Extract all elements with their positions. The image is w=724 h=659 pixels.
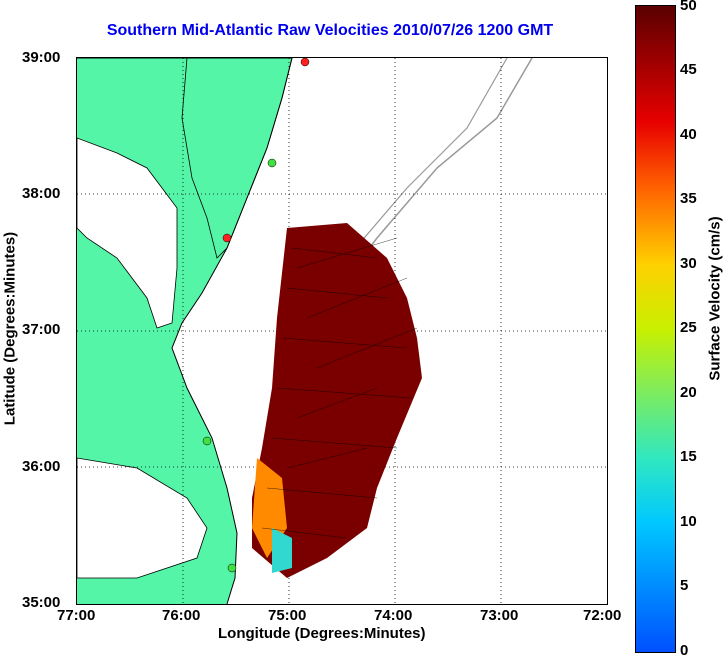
colorbar-tick: 35	[680, 190, 697, 207]
x-axis-label: Longitude (Degrees:Minutes)	[218, 625, 426, 642]
map-plot-area	[76, 57, 608, 605]
colorbar-label: Surface Velocity (cm/s)	[706, 216, 724, 381]
x-tick-label: 75:00	[268, 607, 307, 624]
colorbar-tick: 10	[680, 513, 697, 530]
colorbar-tick: 5	[680, 577, 689, 594]
colorbar-tick: 20	[680, 384, 697, 401]
y-tick-label: 35:00	[22, 594, 61, 611]
colorbar-tick: 30	[680, 255, 697, 272]
colorbar-tick: 25	[680, 319, 697, 336]
colorbar-tick: 15	[680, 448, 697, 465]
y-tick-label: 39:00	[22, 49, 61, 66]
y-axis-label: Latitude (Degrees:Minutes)	[1, 231, 19, 426]
y-tick-label: 37:00	[22, 321, 61, 338]
pamlico-sound	[77, 457, 208, 579]
colorbar-tick: 0	[680, 642, 689, 659]
y-tick-label: 36:00	[22, 458, 61, 475]
chesapeake-bay	[77, 137, 178, 329]
x-tick-label: 74:00	[374, 607, 413, 624]
x-tick-label: 77:00	[57, 607, 96, 624]
velocity-field	[252, 223, 422, 578]
colorbar-tick: 50	[680, 0, 697, 14]
colorbar-tick: 40	[680, 126, 697, 143]
colorbar-tick: 45	[680, 61, 697, 78]
map-title: Southern Mid-Atlantic Raw Velocities 201…	[106, 22, 554, 39]
x-tick-label: 72:00	[583, 607, 622, 624]
x-tick-label: 73:00	[480, 607, 519, 624]
colorbar	[635, 5, 676, 653]
x-tick-label: 76:00	[162, 607, 201, 624]
y-tick-label: 38:00	[22, 185, 61, 202]
